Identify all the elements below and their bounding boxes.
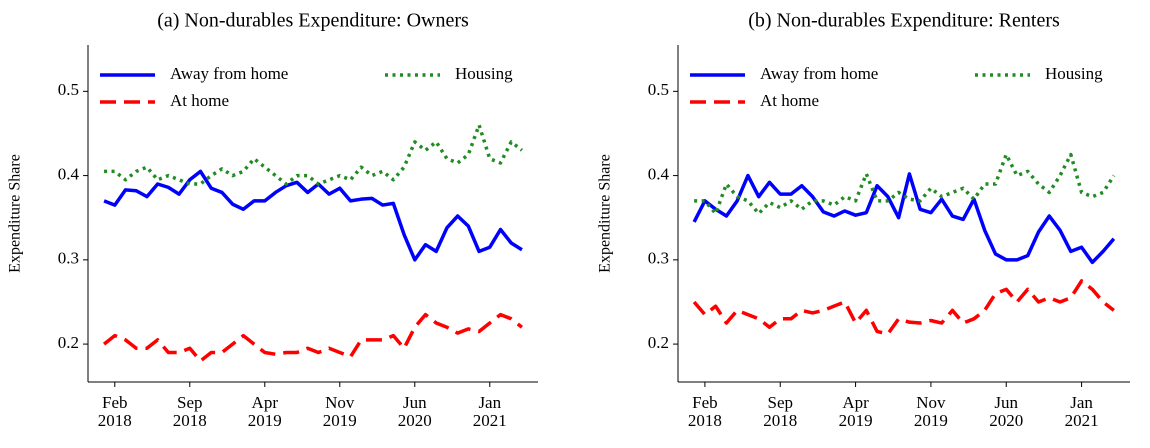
- x-tick-label: Sep 2018: [172, 393, 207, 430]
- legend-label: Housing: [455, 64, 513, 83]
- x-tick-label: Feb 2018: [687, 393, 722, 430]
- data-line: [694, 152, 1116, 216]
- data-line: [102, 312, 524, 363]
- legend-label: Away from home: [760, 64, 878, 83]
- y-tick-label: 0.5: [648, 80, 669, 99]
- x-tick-label: Jun 2020: [397, 393, 432, 430]
- data-line: [692, 279, 1115, 336]
- x-tick-label: Jun 2020: [989, 393, 1024, 430]
- data-line: [104, 123, 524, 186]
- data-line: [692, 172, 1116, 265]
- y-tick-label: 0.3: [648, 249, 669, 268]
- chart-title: (b) Non-durables Expenditure: Renters: [748, 10, 1060, 32]
- x-tick-label: Apr 2019: [838, 393, 873, 430]
- legend-label: At home: [170, 91, 229, 110]
- x-tick-label: Jan 2021: [472, 393, 507, 430]
- y-tick-label: 0.2: [648, 333, 669, 352]
- y-tick-label: 0.4: [648, 164, 670, 183]
- y-tick-label: 0.3: [58, 249, 79, 268]
- y-axis-label: Expenditure Share: [7, 154, 24, 273]
- legend-label: Away from home: [170, 64, 288, 83]
- data-line: [103, 169, 523, 262]
- y-axis-label: Expenditure Share: [597, 154, 614, 273]
- y-tick-label: 0.2: [58, 333, 79, 352]
- legend-label: Housing: [1045, 64, 1103, 83]
- chart-title: (a) Non-durables Expenditure: Owners: [157, 10, 469, 32]
- x-tick-label: Feb 2018: [97, 393, 132, 430]
- x-tick-label: Sep 2018: [763, 393, 798, 430]
- x-tick-label: Nov 2019: [913, 393, 948, 430]
- x-tick-label: Nov 2019: [322, 393, 357, 430]
- legend-label: At home: [760, 91, 819, 110]
- x-tick-label: Jan 2021: [1064, 393, 1099, 430]
- y-tick-label: 0.4: [58, 164, 80, 183]
- y-tick-label: 0.5: [58, 80, 79, 99]
- x-tick-label: Apr 2019: [247, 393, 282, 430]
